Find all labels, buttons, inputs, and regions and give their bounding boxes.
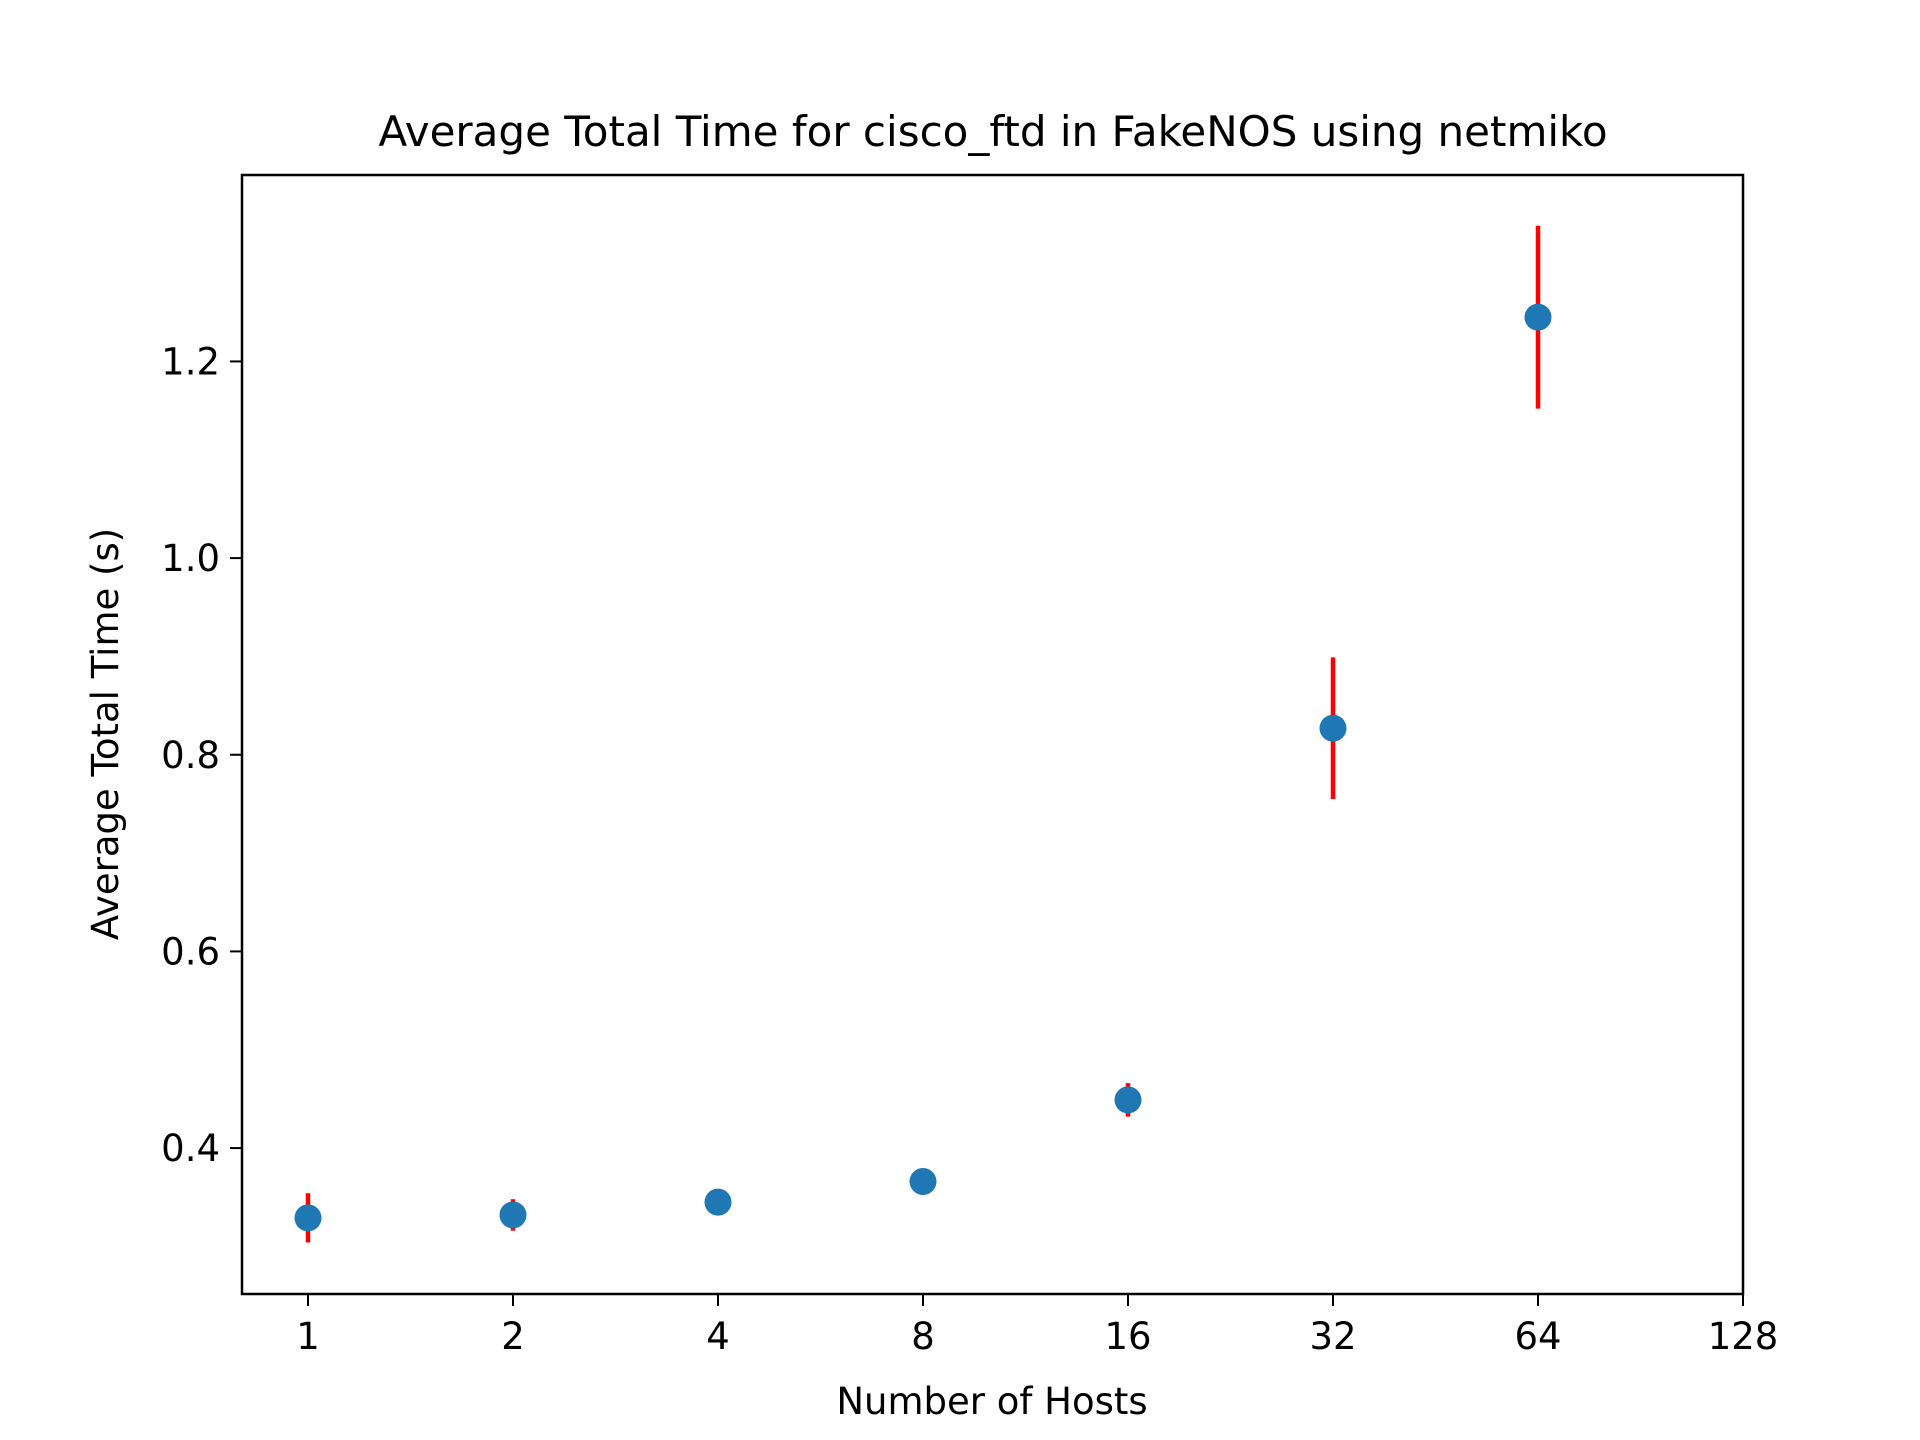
x-tick-label: 128 — [1708, 1315, 1779, 1358]
y-tick-label: 0.4 — [161, 1127, 220, 1170]
y-axis-label: Average Total Time (s) — [84, 528, 127, 940]
x-tick-label: 64 — [1514, 1315, 1561, 1358]
data-point — [1114, 1086, 1142, 1114]
x-axis: 1 2 4 8 16 32 64 128 — [296, 1294, 1778, 1358]
x-tick-label: 2 — [501, 1315, 525, 1358]
data-point — [1319, 714, 1347, 742]
y-tick-label: 1.0 — [161, 537, 220, 580]
y-axis: 0.4 0.6 0.8 1.0 1.2 — [161, 340, 242, 1170]
y-tick-label: 1.2 — [161, 340, 220, 383]
x-axis-label: Number of Hosts — [836, 1380, 1147, 1423]
x-tick-label: 32 — [1309, 1315, 1356, 1358]
x-tick-label: 1 — [296, 1315, 320, 1358]
data-point — [1524, 303, 1552, 331]
x-tick-label: 16 — [1104, 1315, 1151, 1358]
y-tick-label: 0.8 — [161, 734, 220, 777]
data-point — [294, 1204, 322, 1232]
x-tick-label: 8 — [911, 1315, 935, 1358]
plot-area — [294, 225, 1552, 1243]
data-point — [909, 1168, 937, 1196]
data-point — [704, 1188, 732, 1216]
data-point — [499, 1201, 527, 1229]
y-tick-label: 0.6 — [161, 930, 220, 973]
chart-title: Average Total Time for cisco_ftd in Fake… — [378, 107, 1607, 156]
axes-frame — [240, 173, 1745, 1296]
x-tick-label: 4 — [706, 1315, 730, 1358]
